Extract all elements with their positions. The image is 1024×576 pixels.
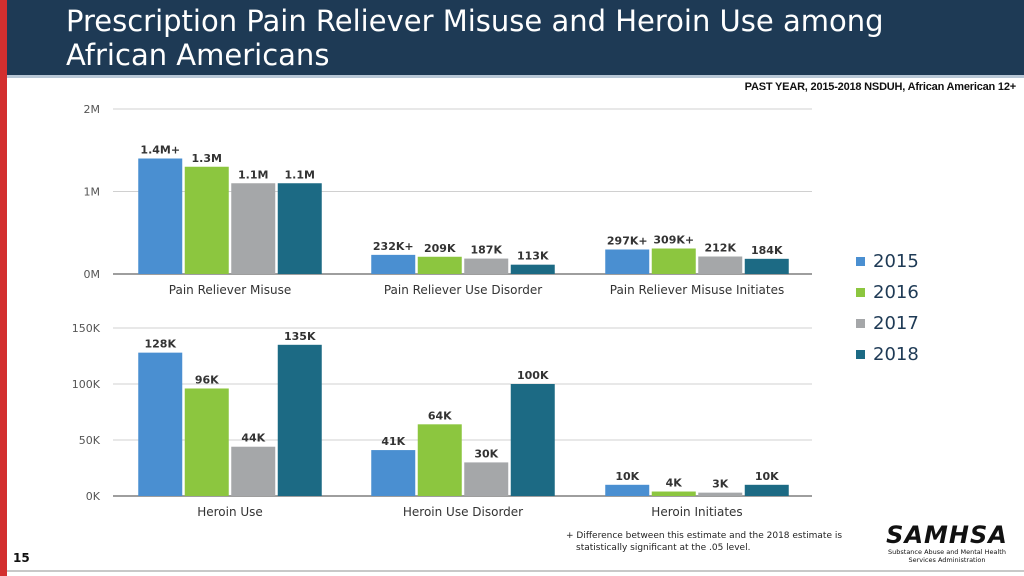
data-label-heroin-use-2015: 128K (145, 338, 177, 351)
bar-pain-reliever-misuse-2016 (184, 166, 229, 274)
legend-swatch-2015 (856, 257, 865, 266)
data-label-pain-reliever-use-disorder-2015: 232K+ (373, 240, 414, 253)
bar-heroin-use-disorder-2018 (510, 384, 555, 496)
data-label-heroin-use-2017: 44K (241, 432, 265, 445)
data-label-heroin-initiates-2017: 3K (712, 478, 729, 491)
y-tick-label-0m: 0M (84, 268, 101, 281)
data-label-heroin-use-disorder-2017: 30K (474, 447, 498, 460)
data-label-heroin-initiates-2015: 10K (615, 470, 639, 483)
bar-heroin-use-disorder-2017 (464, 462, 509, 496)
bar-heroin-initiates-2018 (744, 484, 789, 496)
bar-pain-reliever-misuse-initiates-2015 (605, 249, 650, 274)
legend-item-2018: 2018 (856, 339, 919, 370)
legend-label-2015: 2015 (873, 251, 919, 272)
bar-heroin-use-2016 (184, 388, 229, 496)
bar-heroin-initiates-2017 (698, 492, 743, 496)
bar-pain-reliever-misuse-initiates-2016 (651, 248, 696, 274)
data-label-pain-reliever-misuse-2017: 1.1M (238, 168, 268, 181)
page-number: 15 (13, 551, 30, 565)
data-label-heroin-initiates-2018: 10K (755, 470, 779, 483)
legend-label-2017: 2017 (873, 313, 919, 334)
category-label-heroin-initiates: Heroin Initiates (651, 505, 742, 519)
data-label-pain-reliever-misuse-2015: 1.4M+ (140, 144, 180, 157)
bar-pain-reliever-misuse-2017 (231, 183, 276, 274)
data-label-pain-reliever-use-disorder-2018: 113K (517, 250, 549, 263)
header-bar: Prescription Pain Reliever Misuse and He… (0, 0, 1024, 78)
bar-pain-reliever-use-disorder-2018 (510, 264, 555, 274)
legend-item-2015: 2015 (856, 246, 919, 277)
bar-pain-reliever-misuse-initiates-2017 (698, 256, 743, 274)
y-tick-label-1m: 1M (84, 186, 101, 199)
bar-heroin-use-2018 (277, 344, 322, 496)
data-label-pain-reliever-misuse-2016: 1.3M (192, 152, 222, 165)
bar-heroin-initiates-2015 (605, 484, 650, 496)
bar-pain-reliever-misuse-2015 (138, 158, 183, 274)
data-label-heroin-use-2016: 96K (195, 373, 219, 386)
bar-pain-reliever-use-disorder-2015 (371, 254, 416, 274)
category-label-pain-reliever-misuse: Pain Reliever Misuse (169, 283, 291, 297)
legend-label-2018: 2018 (873, 344, 919, 365)
bar-pain-reliever-use-disorder-2017 (464, 258, 509, 274)
data-label-pain-reliever-misuse-initiates-2017: 212K (705, 242, 737, 255)
data-label-heroin-use-disorder-2016: 64K (428, 409, 452, 422)
data-label-heroin-use-2018: 135K (284, 330, 316, 343)
logo-subtitle-line2: Services Administration (908, 556, 986, 564)
pain-reliever-chart: 0M 1M 2M 1.4M+ 1.3M 1.1M 1.1M Pain Reliever Mis… (84, 103, 812, 297)
bar-heroin-use-disorder-2015 (371, 450, 416, 496)
category-label-pain-reliever-use-disorder: Pain Reliever Use Disorder (384, 283, 542, 297)
legend-item-2017: 2017 (856, 308, 919, 339)
chart-subtitle: PAST YEAR, 2015-2018 NSDUH, African Amer… (744, 81, 1017, 93)
legend-swatch-2017 (856, 319, 865, 328)
bar-heroin-use-2017 (231, 446, 276, 496)
bar-pain-reliever-misuse-2018 (277, 183, 322, 274)
legend-item-2016: 2016 (856, 277, 919, 308)
accent-bar (0, 0, 7, 576)
y-tick-label-150k: 150K (72, 322, 101, 335)
category-label-heroin-use: Heroin Use (197, 505, 263, 519)
legend-swatch-2016 (856, 288, 865, 297)
samhsa-logo: SAMHSA Substance Abuse and Mental Health… (882, 522, 1012, 564)
data-label-pain-reliever-misuse-initiates-2015: 297K+ (607, 234, 648, 247)
category-label-pain-reliever-misuse-initiates: Pain Reliever Misuse Initiates (610, 283, 784, 297)
y-tick-label-50k: 50K (79, 434, 101, 447)
y-tick-label-100k: 100K (72, 378, 101, 391)
bar-pain-reliever-misuse-initiates-2018 (744, 258, 789, 274)
significance-footnote: + Difference between this estimate and t… (566, 531, 843, 553)
y-tick-label-0k: 0K (86, 490, 101, 503)
bar-heroin-use-disorder-2016 (417, 424, 462, 496)
data-label-pain-reliever-use-disorder-2016: 209K (424, 242, 456, 255)
legend: 2015 2016 2017 2018 (856, 246, 919, 370)
data-label-heroin-use-disorder-2018: 100K (517, 369, 549, 382)
legend-label-2016: 2016 (873, 282, 919, 303)
heroin-chart: 0K 50K 100K 150K 128K 96K 44K 135K Heroin Use 41K… (72, 322, 812, 519)
data-label-pain-reliever-misuse-initiates-2016: 309K+ (653, 234, 694, 247)
data-label-heroin-use-disorder-2015: 41K (381, 435, 405, 448)
data-label-pain-reliever-use-disorder-2017: 187K (471, 244, 503, 257)
legend-swatch-2018 (856, 350, 865, 359)
bar-heroin-initiates-2016 (651, 491, 696, 496)
bottom-divider (7, 570, 1024, 572)
y-tick-label-2m: 2M (84, 103, 101, 116)
logo-wordmark: SAMHSA (886, 521, 1008, 549)
logo-subtitle-line1: Substance Abuse and Mental Health (888, 548, 1006, 556)
data-label-heroin-initiates-2016: 4K (666, 477, 683, 490)
bar-pain-reliever-use-disorder-2016 (417, 256, 462, 274)
bar-heroin-use-2015 (138, 352, 183, 496)
page-title: Prescription Pain Reliever Misuse and He… (66, 4, 884, 72)
data-label-pain-reliever-misuse-2018: 1.1M (285, 168, 315, 181)
data-label-pain-reliever-misuse-initiates-2018: 184K (751, 244, 783, 257)
category-label-heroin-use-disorder: Heroin Use Disorder (403, 505, 523, 519)
